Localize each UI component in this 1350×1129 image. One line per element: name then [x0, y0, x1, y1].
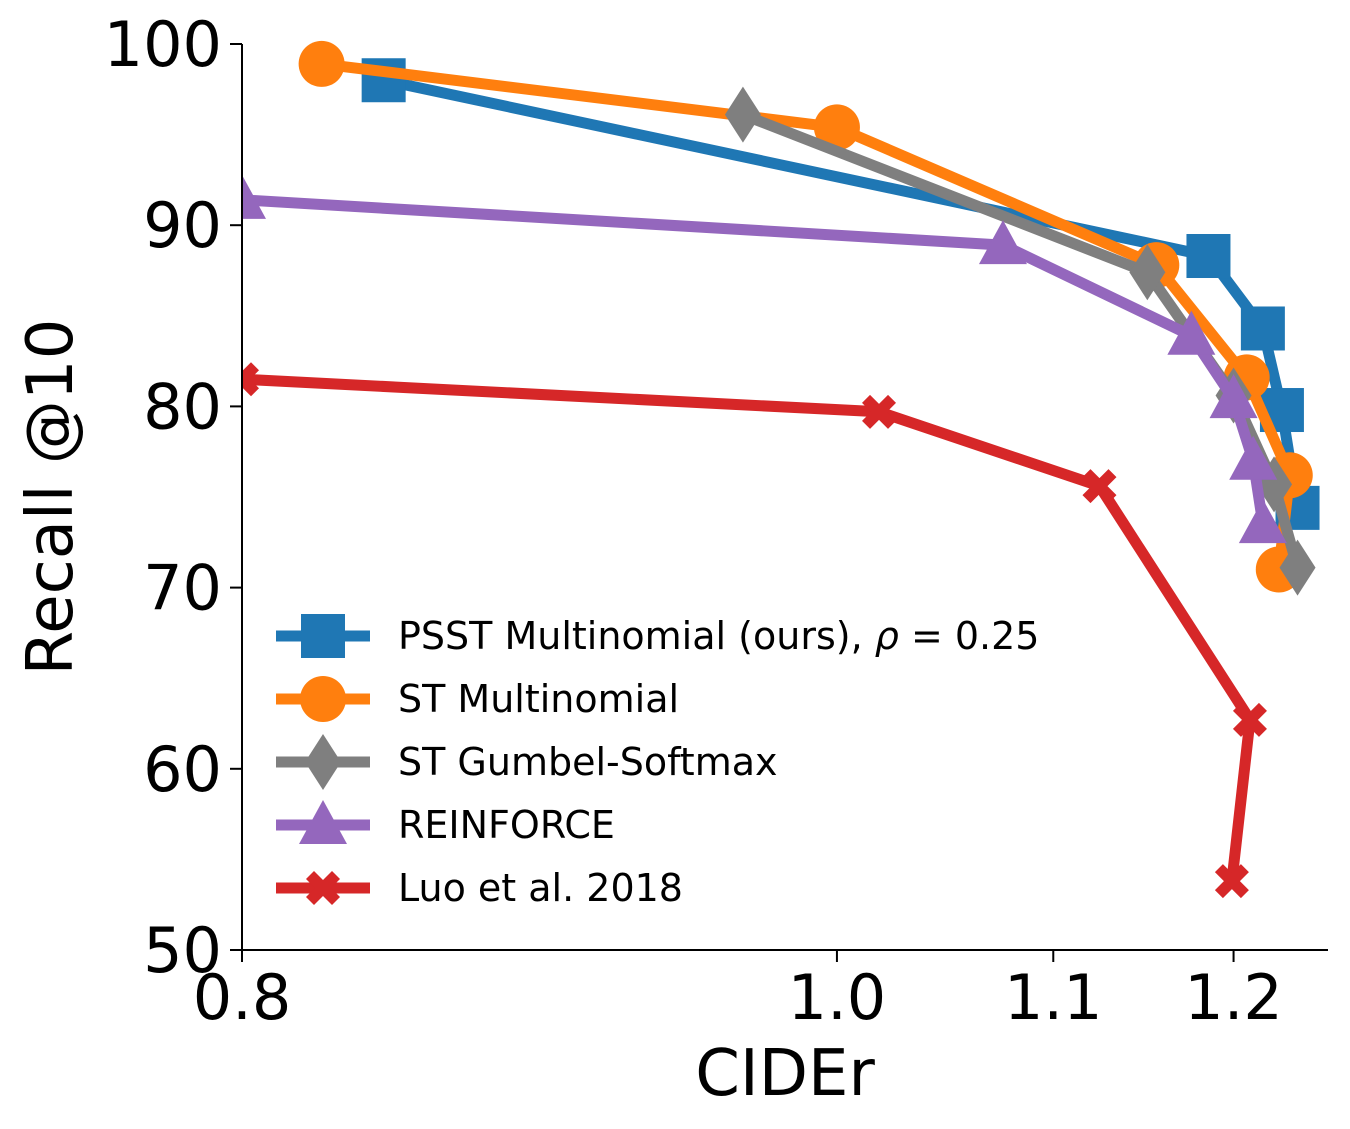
legend-marker-st-gumbel-softmax — [305, 734, 341, 790]
data-point-reinforce-6 — [1238, 499, 1287, 544]
data-point-st-gumbel-softmax-1 — [724, 86, 761, 143]
data-point-luo-et-al-2018-3 — [1082, 469, 1117, 504]
legend-label: Luo et al. 2018 — [398, 866, 683, 910]
y-tick-label: 80 — [143, 370, 222, 443]
x-tick-label: 1.2 — [1184, 961, 1283, 1034]
legend: PSST Multinomial (ours), ρ = 0.25 ST Mult… — [276, 614, 1039, 910]
data-point-psst-multinomial-ours-2 — [1186, 234, 1231, 279]
data-point-reinforce-2 — [978, 220, 1027, 265]
data-point-st-gumbel-softmax-2 — [1129, 244, 1166, 301]
x-axis-label: CIDEr — [695, 1037, 875, 1111]
y-tick-label: 100 — [104, 8, 222, 81]
legend-item-st-multinomial: ST Multinomial — [276, 676, 679, 722]
y-tick-label: 60 — [143, 733, 222, 806]
y-ticks: 50 60 70 80 90 100 — [104, 8, 242, 987]
data-point-luo-et-al-2018-1 — [242, 362, 259, 397]
x-tick-label: 1.1 — [1004, 961, 1103, 1034]
series-layer — [242, 40, 1320, 899]
legend-marker-st-multinomial — [300, 676, 346, 722]
legend-item-st-gumbel-softmax: ST Gumbel-Softmax — [276, 734, 778, 790]
legend-item-luo-et-al-2018: Luo et al. 2018 — [276, 866, 683, 910]
data-point-reinforce-3 — [1167, 310, 1216, 355]
data-point-reinforce-5 — [1229, 435, 1278, 480]
legend-item-reinforce: REINFORCE — [276, 800, 615, 847]
y-axis-label: Recall @10 — [14, 319, 88, 676]
data-point-reinforce-4 — [1209, 374, 1258, 419]
data-point-psst-multinomial-ours-3 — [1240, 306, 1285, 351]
legend-label: REINFORCE — [398, 803, 615, 847]
data-point-st-multinomial-2 — [813, 104, 860, 151]
legend-label: ST Gumbel-Softmax — [398, 740, 778, 784]
data-point-luo-et-al-2018-2 — [862, 394, 897, 429]
legend-label: ST Multinomial — [398, 677, 679, 721]
data-point-luo-et-al-2018-5 — [1214, 864, 1249, 899]
data-point-reinforce-1 — [242, 174, 266, 219]
legend-marker-reinforce — [299, 800, 347, 844]
legend-marker-luo-et-al-2018 — [306, 871, 340, 905]
y-tick-label: 70 — [143, 552, 222, 625]
axes — [241, 44, 1328, 951]
series-luo-et-al-2018 — [242, 362, 1267, 899]
x-tick-label: 1.0 — [788, 961, 887, 1034]
series-reinforce — [242, 174, 1287, 544]
y-tick-label: 90 — [143, 189, 222, 262]
legend-item-psst-multinomial-ours: PSST Multinomial (ours), ρ = 0.25 — [276, 614, 1039, 658]
y-tick-label: 50 — [143, 914, 222, 987]
data-point-luo-et-al-2018-4 — [1232, 702, 1267, 737]
data-point-st-gumbel-softmax-5 — [1279, 539, 1316, 596]
legend-label: PSST Multinomial (ours), ρ = 0.25 — [398, 614, 1039, 658]
legend-marker-psst-multinomial-ours — [301, 614, 345, 658]
series-st-gumbel-softmax — [724, 86, 1316, 596]
x-ticks: 0.8 1.0 1.1 1.2 — [193, 950, 1283, 1034]
data-point-st-multinomial-1 — [298, 40, 345, 87]
x-tick-label: 0.8 — [193, 961, 292, 1034]
